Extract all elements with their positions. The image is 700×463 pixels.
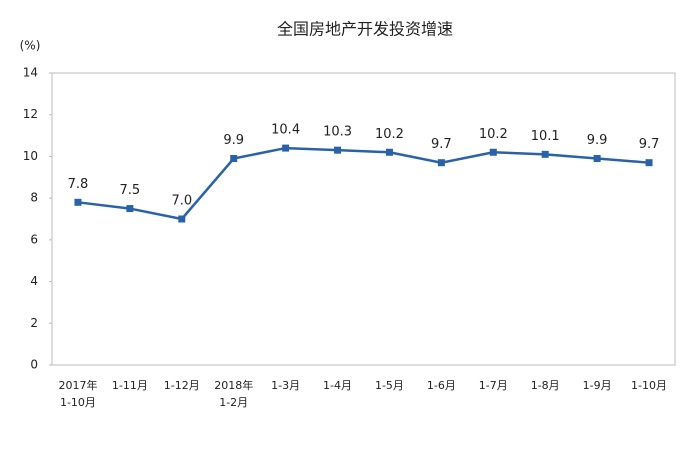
plot-frame [51,72,676,366]
point [126,205,134,213]
y-tick-label: 2 [30,316,38,330]
x-tick-label: 2018年 1-2月 [214,378,253,409]
y-tick-label: 8 [30,191,38,205]
value-label: 9.9 [223,133,244,148]
value-label: 7.8 [68,177,89,192]
x-tick-label: 1-5月 [375,379,404,392]
data-line [77,146,650,221]
y-tick-label: 10 [23,149,38,163]
point [437,159,445,167]
point [230,155,238,163]
value-label: 10.2 [375,127,404,142]
x-tick-label: 1-9月 [583,379,612,392]
point [282,144,290,152]
point [334,146,342,154]
x-tick-label: 2017年 1-10月 [58,378,97,409]
point [593,155,601,163]
value-label: 9.7 [431,137,452,152]
value-label: 10.2 [479,127,508,142]
x-tick-label: 1-6月 [427,379,456,392]
value-label: 10.3 [323,125,352,140]
y-tick-label: 12 [23,107,38,121]
point [385,148,393,156]
x-tick-label: 1-12月 [164,379,200,392]
chart-title: 全国房地产开发投资增速 [277,20,453,39]
y-tick-label: 14 [23,66,38,80]
point [489,148,497,156]
value-label: 10.1 [531,129,560,144]
point [645,159,653,167]
point [178,215,186,223]
value-label: 9.7 [639,137,660,152]
x-tick-label: 1-8月 [531,379,560,392]
value-label: 7.5 [120,183,141,198]
x-tick-label: 1-10月 [631,379,667,392]
y-tick-label: 6 [30,232,38,246]
value-label: 7.0 [171,194,192,209]
point [74,198,82,206]
y-tick-label: 4 [30,274,38,288]
x-tick-label: 1-3月 [271,379,300,392]
value-label: 9.9 [587,133,608,148]
x-tick-label: 1-4月 [323,379,352,392]
x-tick-label: 1-7月 [479,379,508,392]
x-tick-label: 1-11月 [112,379,148,392]
y-unit: (%) [20,39,41,53]
value-label: 10.4 [271,123,300,138]
point [541,150,549,158]
y-tick-label: 0 [30,358,38,372]
